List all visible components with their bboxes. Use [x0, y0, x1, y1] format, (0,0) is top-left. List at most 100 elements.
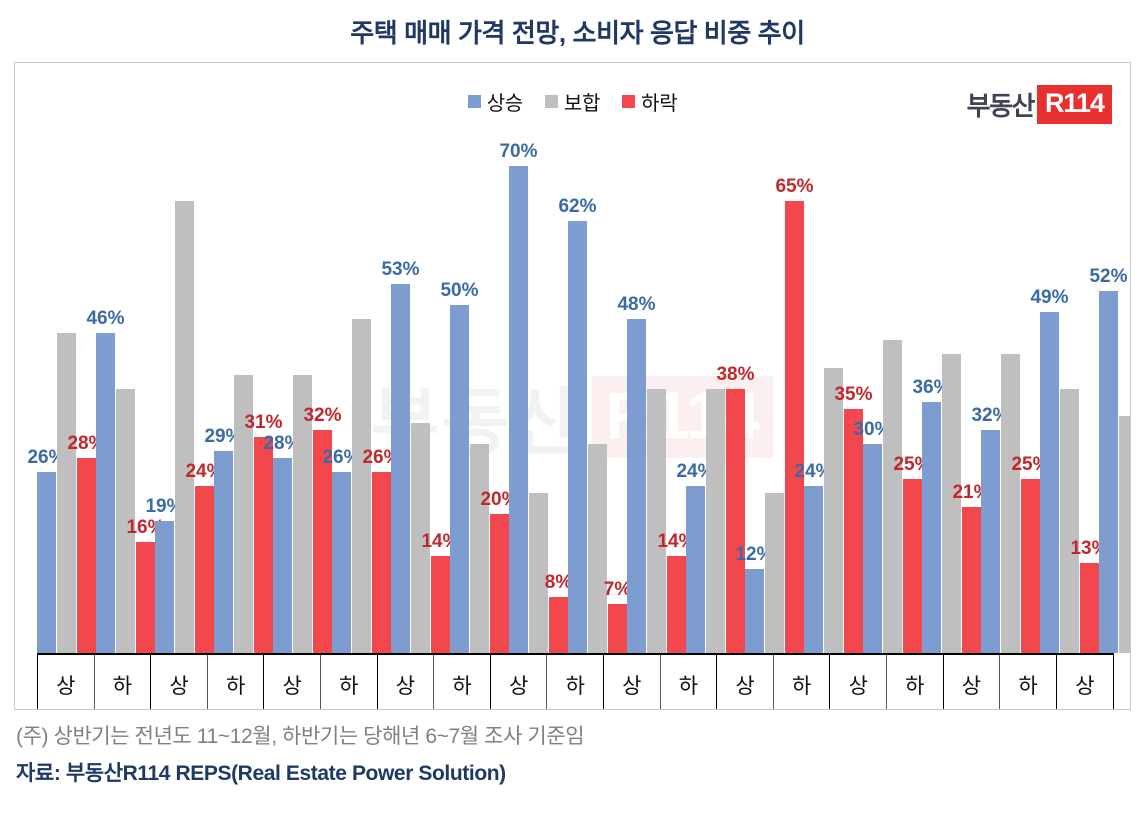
- bar-down[interactable]: 14%: [421, 131, 460, 653]
- bar-rect: [431, 555, 450, 653]
- x-axis-year-cell: 상하2018: [150, 655, 263, 709]
- bar-flat[interactable]: [57, 131, 76, 653]
- x-axis-line: [37, 653, 1114, 655]
- bar-flat[interactable]: [588, 131, 607, 653]
- bar-value-label: 30%: [853, 419, 892, 441]
- bar-up[interactable]: 70%: [499, 131, 538, 653]
- x-axis-year-cell: 상하2022: [603, 655, 717, 709]
- bar-value-label: 24%: [676, 460, 715, 482]
- bar-down[interactable]: 24%: [185, 131, 224, 653]
- bar-flat[interactable]: [883, 131, 902, 653]
- x-axis-half-label: 상: [395, 675, 416, 698]
- bar-rect: [549, 597, 568, 653]
- legend-item-flat[interactable]: 보합: [544, 87, 600, 116]
- bar-down[interactable]: 20%: [480, 131, 519, 653]
- bar-group: 26% 28%: [27, 131, 106, 653]
- bar-down[interactable]: 25%: [1011, 131, 1050, 653]
- bar-flat[interactable]: [175, 131, 194, 653]
- bar-flat[interactable]: [706, 131, 725, 653]
- bar-down[interactable]: 7%: [604, 131, 631, 653]
- bar-rect: [922, 402, 941, 653]
- bar-flat[interactable]: [234, 131, 253, 653]
- x-axis-year-cell: 상하2020: [376, 655, 490, 709]
- brand-logo-text: 부동산: [966, 91, 1036, 121]
- bar-rect: [136, 541, 155, 653]
- bar-rect: [1060, 388, 1079, 653]
- x-axis-half-label: 하: [659, 655, 717, 709]
- bar-down[interactable]: 21%: [952, 131, 991, 653]
- x-axis-year-cell: 상하2023: [716, 655, 829, 709]
- bar-group: 24% 38%: [676, 131, 755, 653]
- bar-up[interactable]: 53%: [381, 131, 420, 653]
- bar-up[interactable]: 29%: [204, 131, 243, 653]
- x-axis-year-cell: 상하2017: [37, 655, 150, 709]
- bar-up[interactable]: 19%: [145, 131, 184, 653]
- bar-flat[interactable]: [470, 131, 489, 653]
- x-axis-half-label: 상: [622, 675, 642, 698]
- bar-flat[interactable]: [1119, 131, 1130, 653]
- bar-up[interactable]: 36%: [912, 131, 951, 653]
- bar-rect: [785, 200, 804, 653]
- bar-down[interactable]: 13%: [1070, 131, 1109, 653]
- page-title: 주택 매매 가격 전망, 소비자 응답 비중 추이: [350, 17, 805, 48]
- bar-group: 32% 25%: [971, 131, 1050, 653]
- bar-flat[interactable]: [942, 131, 961, 653]
- bar-group: 36% 21%: [912, 131, 991, 653]
- bar-value-label: 70%: [499, 140, 538, 162]
- x-axis-half-label: 상: [735, 675, 755, 698]
- bar-down[interactable]: 32%: [303, 131, 342, 653]
- bar-flat[interactable]: [765, 131, 784, 653]
- bar-rect: [647, 388, 666, 653]
- legend-item-up[interactable]: 상승: [467, 87, 523, 116]
- bar-down[interactable]: 31%: [244, 131, 283, 653]
- bar-rect: [686, 485, 705, 653]
- bar-flat[interactable]: [116, 131, 135, 653]
- bar-up[interactable]: 12%: [735, 131, 774, 653]
- x-axis-year-cell: 상하2021: [489, 655, 603, 709]
- bar-flat[interactable]: [1060, 131, 1079, 653]
- x-axis-half-label: 상: [1075, 675, 1095, 698]
- bar-down[interactable]: 38%: [716, 131, 755, 653]
- bar-flat[interactable]: [824, 131, 843, 653]
- bar-up[interactable]: 24%: [676, 131, 715, 653]
- bar-flat[interactable]: [529, 131, 548, 653]
- footnote-source: 자료: 부동산R114 REPS(Real Estate Power Solut…: [16, 762, 506, 785]
- bar-flat[interactable]: [647, 131, 666, 653]
- legend-item-down[interactable]: 하락: [622, 87, 678, 116]
- bar-down[interactable]: 65%: [775, 131, 814, 653]
- bar-flat[interactable]: [293, 131, 312, 653]
- bar-rect: [962, 506, 981, 653]
- bar-flat[interactable]: [411, 131, 430, 653]
- bar-down[interactable]: 26%: [362, 131, 401, 653]
- bar-flat[interactable]: [1001, 131, 1020, 653]
- bar-down[interactable]: 35%: [834, 131, 873, 653]
- bar-up[interactable]: 24%: [794, 131, 833, 653]
- bar-flat[interactable]: [352, 131, 371, 653]
- bar-down[interactable]: 8%: [545, 131, 572, 653]
- bar-rect: [490, 513, 509, 653]
- bar-up[interactable]: 49%: [1030, 131, 1069, 653]
- x-axis-half-label: 하: [320, 655, 377, 709]
- bar-rect: [77, 458, 96, 653]
- bar-rect: [726, 388, 745, 653]
- bar-value-label: 14%: [1129, 531, 1130, 553]
- bar-up[interactable]: 62%: [558, 131, 597, 653]
- bar-up[interactable]: 30%: [853, 131, 892, 653]
- bar-up[interactable]: 50%: [440, 131, 479, 653]
- bar-up[interactable]: 32%: [971, 131, 1010, 653]
- bar-up[interactable]: 46%: [86, 131, 125, 653]
- bar-down[interactable]: 28%: [67, 131, 106, 653]
- bar-up[interactable]: 28%: [263, 131, 302, 653]
- bar-group: 52% 14%: [1089, 131, 1130, 653]
- bar-rect: [372, 472, 391, 653]
- bar-down[interactable]: 14%: [657, 131, 696, 653]
- legend-swatch-icon: [467, 95, 481, 108]
- bar-up[interactable]: 26%: [27, 131, 66, 653]
- bar-up[interactable]: 52%: [1089, 131, 1128, 653]
- bar-down[interactable]: 16%: [126, 131, 165, 653]
- bar-up[interactable]: 48%: [617, 131, 656, 653]
- bar-up[interactable]: 26%: [322, 131, 361, 653]
